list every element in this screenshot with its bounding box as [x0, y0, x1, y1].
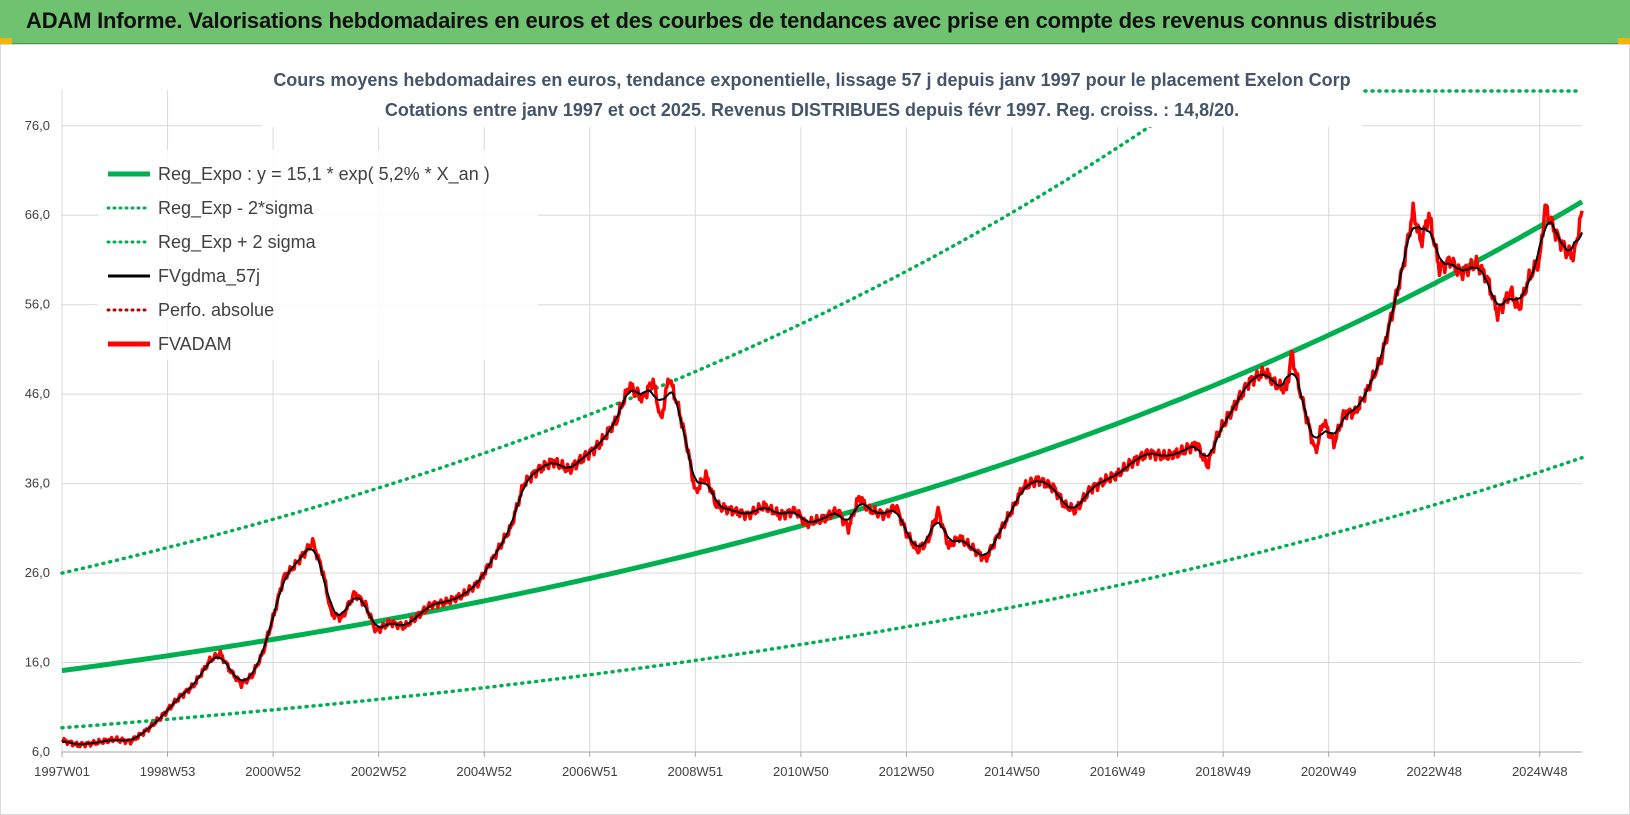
x-tick-label: 2010W50 — [773, 764, 829, 779]
y-tick-label: 46,0 — [25, 386, 50, 401]
chart-title-line-2: Cotations entre janv 1997 et oct 2025. R… — [385, 100, 1239, 120]
legend-entry: FVADAM — [158, 334, 232, 354]
x-tick-label: 2012W50 — [879, 764, 935, 779]
corner-accent-left — [0, 38, 12, 44]
title-banner: ADAM Informe. Valorisations hebdomadaire… — [0, 0, 1630, 44]
legend-entry: Perfo. absolue — [158, 300, 274, 320]
x-tick-label: 1997W01 — [34, 764, 90, 779]
y-axis: 6,0 16,0 26,0 36,0 46,0 56,0 66,0 76,0 — [25, 118, 50, 759]
x-tick-label: 2000W52 — [245, 764, 301, 779]
x-tick-label: 2002W52 — [351, 764, 407, 779]
chart-plot-area — [60, 88, 1584, 749]
chart-title-background — [262, 63, 1362, 127]
chart-legend: Reg_Expo : y = 15,1 * exp( 5,2% * X_an )… — [98, 150, 538, 360]
legend-entry: Reg_Exp - 2*sigma — [158, 198, 314, 219]
x-tick-label: 2016W49 — [1090, 764, 1146, 779]
x-tick-label: 2008W51 — [668, 764, 724, 779]
x-tick-label: 2022W48 — [1406, 764, 1462, 779]
x-tick-label: 2004W52 — [456, 764, 512, 779]
legend-entry: FVgdma_57j — [158, 266, 260, 287]
y-tick-label: 56,0 — [25, 297, 50, 312]
x-tick-label: 2006W51 — [562, 764, 618, 779]
x-tick-label: 2018W49 — [1195, 764, 1251, 779]
y-tick-label: 36,0 — [25, 476, 50, 491]
y-tick-label: 66,0 — [25, 207, 50, 222]
legend-entry: Reg_Expo : y = 15,1 * exp( 5,2% * X_an ) — [158, 164, 490, 185]
y-tick-label: 6,0 — [32, 744, 50, 759]
y-tick-label: 76,0 — [25, 118, 50, 133]
series-reg-exp-plus-2-sigma — [60, 88, 1204, 575]
series-reg-exp-minus-2-sigma — [60, 455, 1584, 730]
corner-accent-right — [1618, 38, 1630, 44]
series-fvgdma-57j — [62, 221, 1583, 746]
x-tick-label: 2024W48 — [1512, 764, 1568, 779]
legend-entry: Reg_Exp + 2 sigma — [158, 232, 317, 253]
x-axis: 1997W01 1998W53 2000W52 2002W52 2004W52 2006W… — [34, 751, 1582, 779]
y-tick-label: 16,0 — [25, 655, 50, 670]
x-tick-label: 2014W50 — [984, 764, 1040, 779]
page-title: ADAM Informe. Valorisations hebdomadaire… — [26, 8, 1437, 33]
x-tick-label: 1998W53 — [140, 764, 196, 779]
y-tick-label: 26,0 — [25, 565, 50, 580]
legend-background — [98, 150, 538, 360]
x-tick-label: 2020W49 — [1301, 764, 1357, 779]
chart-title-line-1: Cours moyens hebdomadaires en euros, ten… — [273, 70, 1350, 90]
